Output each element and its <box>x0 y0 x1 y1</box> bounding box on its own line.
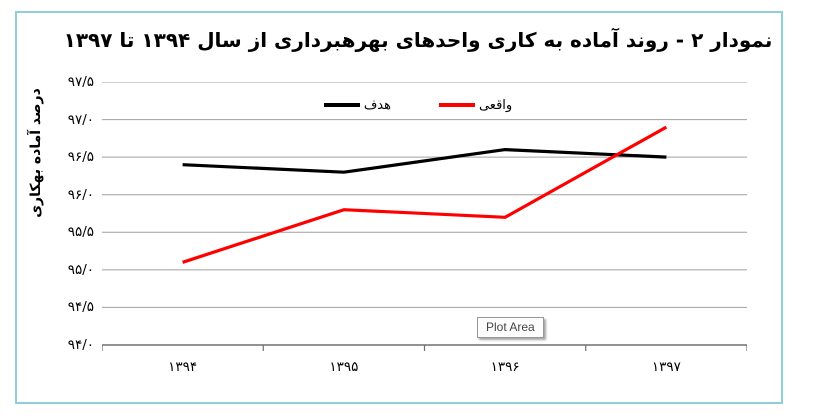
y-tick-label: ۹۶/۰ <box>67 186 94 203</box>
legend[interactable]: هدف واقعی <box>0 96 836 114</box>
y-tick-label: ۹۵/۵ <box>67 224 94 241</box>
x-tick-label: ۱۳۹۴ <box>168 359 198 375</box>
y-tick-label: ۹۷/۰ <box>67 111 94 128</box>
chart-border-frame <box>15 11 783 404</box>
y-tick-label: ۹۵/۰ <box>67 261 94 278</box>
y-tick-label: ۹۷/۵ <box>67 74 94 90</box>
chart-title[interactable]: نمودار ۲ - روند آماده به کاری واحدهای به… <box>63 28 773 52</box>
legend-line-swatch <box>438 103 475 107</box>
x-tick-label: ۱۳۹۶ <box>490 359 520 375</box>
y-tick-label: ۹۴/۰ <box>67 337 94 353</box>
y-tick-label: ۹۴/۵ <box>67 299 94 316</box>
legend-label: هدف <box>363 97 391 113</box>
legend-item-1[interactable]: واقعی <box>438 97 513 113</box>
plot-area-tooltip: Plot Area <box>477 317 544 338</box>
y-tick-label: ۹۶/۵ <box>67 149 94 166</box>
legend-item-0[interactable]: هدف <box>323 97 391 113</box>
plot-area-tooltip-text: Plot Area <box>486 320 535 334</box>
legend-line-swatch <box>323 103 360 107</box>
x-tick-label: ۱۳۹۷ <box>651 359 681 375</box>
x-tick-label: ۱۳۹۵ <box>329 359 359 375</box>
plot-area-svg[interactable] <box>102 82 747 354</box>
legend-label: واقعی <box>478 97 513 113</box>
series-line-target[interactable] <box>182 147 667 174</box>
series-line-actual[interactable] <box>182 125 668 264</box>
